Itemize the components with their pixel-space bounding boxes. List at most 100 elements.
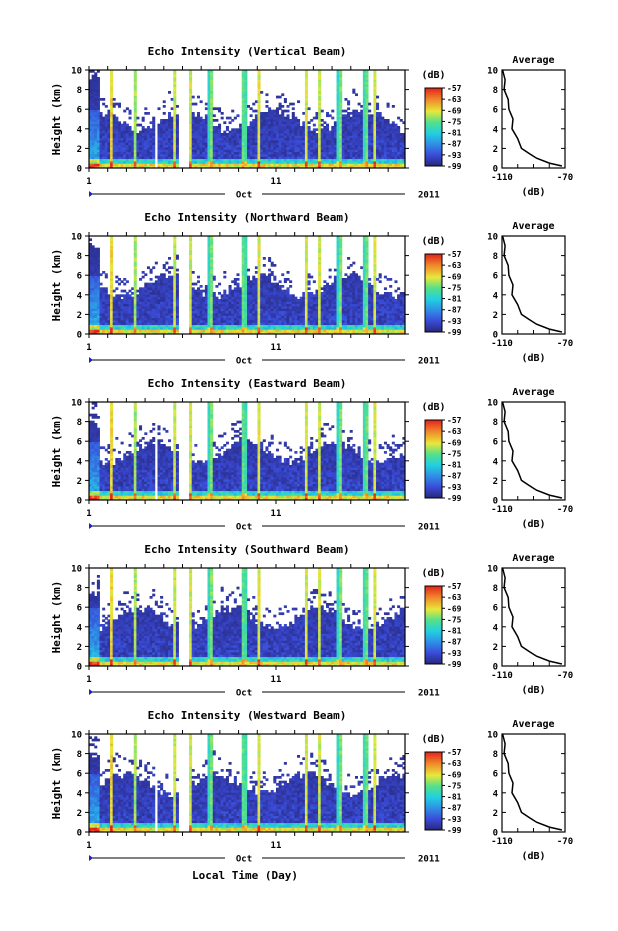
average-x-tick-label: -110: [491, 339, 513, 349]
x-tick-label: 1: [86, 509, 91, 519]
y-tick-label: 8: [77, 252, 82, 262]
colorbar-label: -99: [447, 660, 462, 669]
colorbar-label: -87: [447, 472, 462, 481]
y-tick-label: 2: [77, 809, 82, 819]
y-tick-label: 4: [77, 789, 83, 799]
average-frame: [501, 235, 566, 335]
colorbar-label: -75: [447, 449, 462, 458]
colorbar-label: -75: [447, 283, 462, 292]
colorbar-unit: (dB): [421, 70, 445, 81]
average-frame: [501, 401, 566, 501]
colorbar-label: -93: [447, 483, 462, 492]
panel-1: Echo Intensity (Northward Beam)0246810He…: [50, 211, 573, 367]
colorbar-label: -81: [447, 461, 462, 470]
average-x-label: (dB): [521, 851, 545, 862]
average-y-tick-label: 2: [493, 477, 498, 487]
colorbar: [424, 585, 443, 665]
colorbar-label: -93: [447, 649, 462, 658]
month-label: Oct: [236, 689, 252, 699]
colorbar-label: -87: [447, 306, 462, 315]
colorbar-label: -99: [447, 328, 462, 337]
average-profile-line: [501, 401, 563, 499]
average-x-tick-label: -70: [557, 671, 573, 681]
y-tick-label: 6: [77, 604, 82, 614]
average-y-tick-label: 2: [493, 311, 498, 321]
average-y-tick-label: 2: [493, 809, 498, 819]
panel-title: Echo Intensity (Vertical Beam): [148, 45, 347, 58]
panel-title: Echo Intensity (Eastward Beam): [148, 377, 347, 390]
average-y-tick-label: 6: [493, 604, 498, 614]
y-tick-label: 10: [71, 399, 82, 409]
average-x-label: (dB): [521, 187, 545, 198]
colorbar-unit: (dB): [421, 236, 445, 247]
average-y-tick-label: 0: [493, 165, 498, 175]
colorbar-label: -75: [447, 117, 462, 126]
average-title: Average: [512, 55, 554, 66]
y-tick-label: 8: [77, 86, 82, 96]
average-y-tick-label: 10: [487, 233, 498, 243]
average-y-tick-label: 0: [493, 331, 498, 341]
colorbar-label: -69: [447, 604, 462, 613]
average-y-tick-label: 0: [493, 497, 498, 507]
y-tick-label: 6: [77, 770, 82, 780]
average-y-tick-label: 4: [493, 457, 499, 467]
y-axis-label: Height (km): [50, 747, 63, 820]
panel-3: Echo Intensity (Southward Beam)0246810He…: [50, 543, 573, 699]
y-axis-label: Height (km): [50, 581, 63, 654]
year-label: 2011: [418, 191, 440, 201]
y-tick-label: 6: [77, 272, 82, 282]
y-tick-label: 6: [77, 438, 82, 448]
average-y-tick-label: 2: [493, 145, 498, 155]
x-tick-label: 11: [271, 343, 282, 353]
average-y-tick-label: 6: [493, 272, 498, 282]
average-y-tick-label: 4: [493, 623, 499, 633]
plot-frame: [88, 69, 406, 169]
year-label: 2011: [418, 855, 440, 865]
y-tick-label: 0: [77, 331, 82, 341]
y-tick-label: 4: [77, 457, 83, 467]
colorbar-label: -87: [447, 140, 462, 149]
average-title: Average: [512, 553, 554, 564]
average-y-tick-label: 0: [493, 663, 498, 673]
colorbar-label: -63: [447, 261, 462, 270]
average-y-tick-label: 8: [493, 750, 498, 760]
y-tick-label: 0: [77, 663, 82, 673]
average-profile-line: [501, 69, 563, 167]
colorbar-label: -63: [447, 95, 462, 104]
panels-group: Echo Intensity (Vertical Beam)0246810Hei…: [50, 45, 573, 865]
average-profile-line: [501, 733, 563, 831]
average-frame: [501, 567, 566, 667]
colorbar-label: -69: [447, 106, 462, 115]
heatmap: [89, 734, 406, 833]
heatmap: [89, 568, 406, 667]
heatmap: [89, 236, 406, 335]
colorbar-label: -69: [447, 272, 462, 281]
colorbar-label: -81: [447, 129, 462, 138]
y-tick-label: 2: [77, 145, 82, 155]
y-axis-label: Height (km): [50, 249, 63, 322]
x-tick-label: 11: [271, 841, 282, 851]
colorbar-label: -87: [447, 638, 462, 647]
year-label: 2011: [418, 523, 440, 533]
average-y-tick-label: 4: [493, 789, 499, 799]
y-tick-label: 10: [71, 67, 82, 77]
average-y-tick-label: 10: [487, 731, 498, 741]
average-frame: [501, 733, 566, 833]
colorbar-label: -87: [447, 804, 462, 813]
colorbar-label: -93: [447, 317, 462, 326]
y-tick-label: 10: [71, 731, 82, 741]
x-tick-label: 1: [86, 343, 91, 353]
average-y-tick-label: 10: [487, 399, 498, 409]
plot-frame: [88, 235, 406, 335]
plot-frame: [88, 401, 406, 501]
average-x-tick-label: -110: [491, 837, 513, 847]
colorbar-label: -57: [447, 416, 462, 425]
y-tick-label: 2: [77, 643, 82, 653]
average-x-label: (dB): [521, 519, 545, 530]
colorbar-label: -57: [447, 748, 462, 757]
panel-title: Echo Intensity (Westward Beam): [148, 709, 347, 722]
colorbar: [424, 87, 443, 167]
x-axis-label: Local Time (Day): [192, 869, 298, 882]
colorbar-label: -99: [447, 162, 462, 171]
average-y-tick-label: 10: [487, 565, 498, 575]
